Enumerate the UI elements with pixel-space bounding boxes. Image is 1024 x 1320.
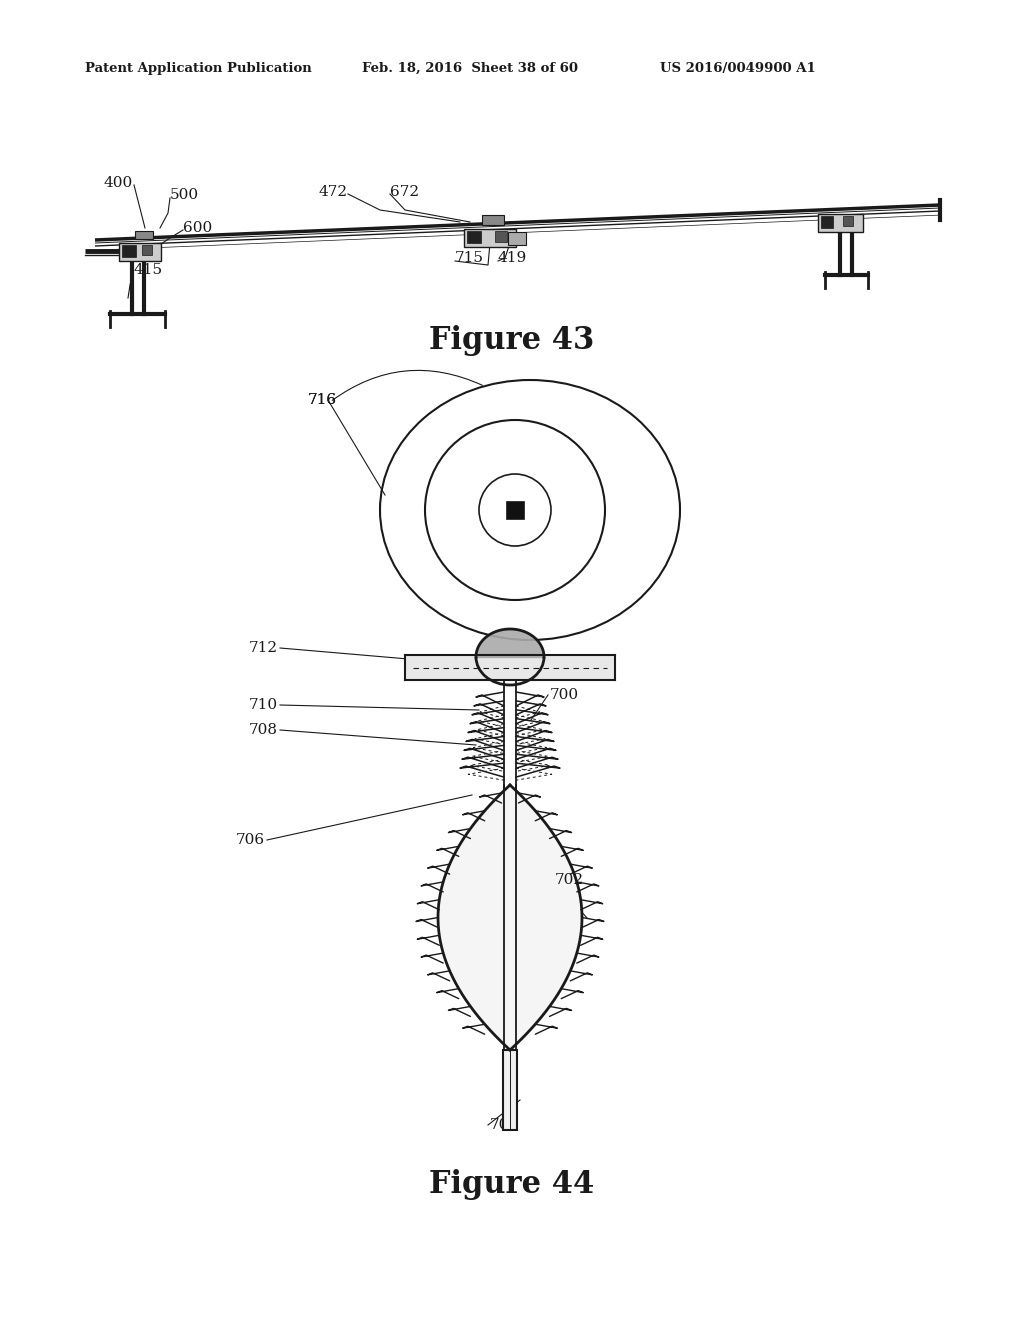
Text: 702: 702 xyxy=(555,873,584,887)
Text: 716: 716 xyxy=(308,393,337,407)
Bar xyxy=(122,246,136,257)
Text: 708: 708 xyxy=(249,723,278,737)
Bar xyxy=(142,246,152,255)
Text: Patent Application Publication: Patent Application Publication xyxy=(85,62,311,75)
Text: 715: 715 xyxy=(455,251,484,265)
Bar xyxy=(467,231,481,243)
Text: 419: 419 xyxy=(498,251,527,265)
Text: 472: 472 xyxy=(318,185,348,199)
Text: Figure 43: Figure 43 xyxy=(429,325,595,355)
Text: US 2016/0049900 A1: US 2016/0049900 A1 xyxy=(660,62,816,75)
Text: 600: 600 xyxy=(183,220,212,235)
Bar xyxy=(843,216,853,226)
Bar xyxy=(508,231,526,244)
Bar xyxy=(406,655,615,680)
Bar xyxy=(495,231,507,242)
Text: 672: 672 xyxy=(390,185,419,199)
Bar xyxy=(821,216,833,228)
Bar xyxy=(506,502,524,519)
Text: 706: 706 xyxy=(236,833,265,847)
Bar xyxy=(119,243,161,261)
Text: 712: 712 xyxy=(249,642,278,655)
Text: 710: 710 xyxy=(249,698,278,711)
Text: 716: 716 xyxy=(308,393,337,407)
Text: 704: 704 xyxy=(490,1118,519,1133)
Bar xyxy=(464,228,516,247)
Text: 700: 700 xyxy=(550,688,580,702)
Text: Feb. 18, 2016  Sheet 38 of 60: Feb. 18, 2016 Sheet 38 of 60 xyxy=(362,62,578,75)
Bar xyxy=(818,214,863,232)
Bar xyxy=(503,1049,517,1130)
Bar xyxy=(135,231,153,239)
Text: 500: 500 xyxy=(170,187,199,202)
Bar xyxy=(482,215,504,224)
Text: 400: 400 xyxy=(103,176,133,190)
Text: 415: 415 xyxy=(133,263,162,277)
Text: 714: 714 xyxy=(550,665,580,678)
Text: Figure 44: Figure 44 xyxy=(429,1170,595,1200)
